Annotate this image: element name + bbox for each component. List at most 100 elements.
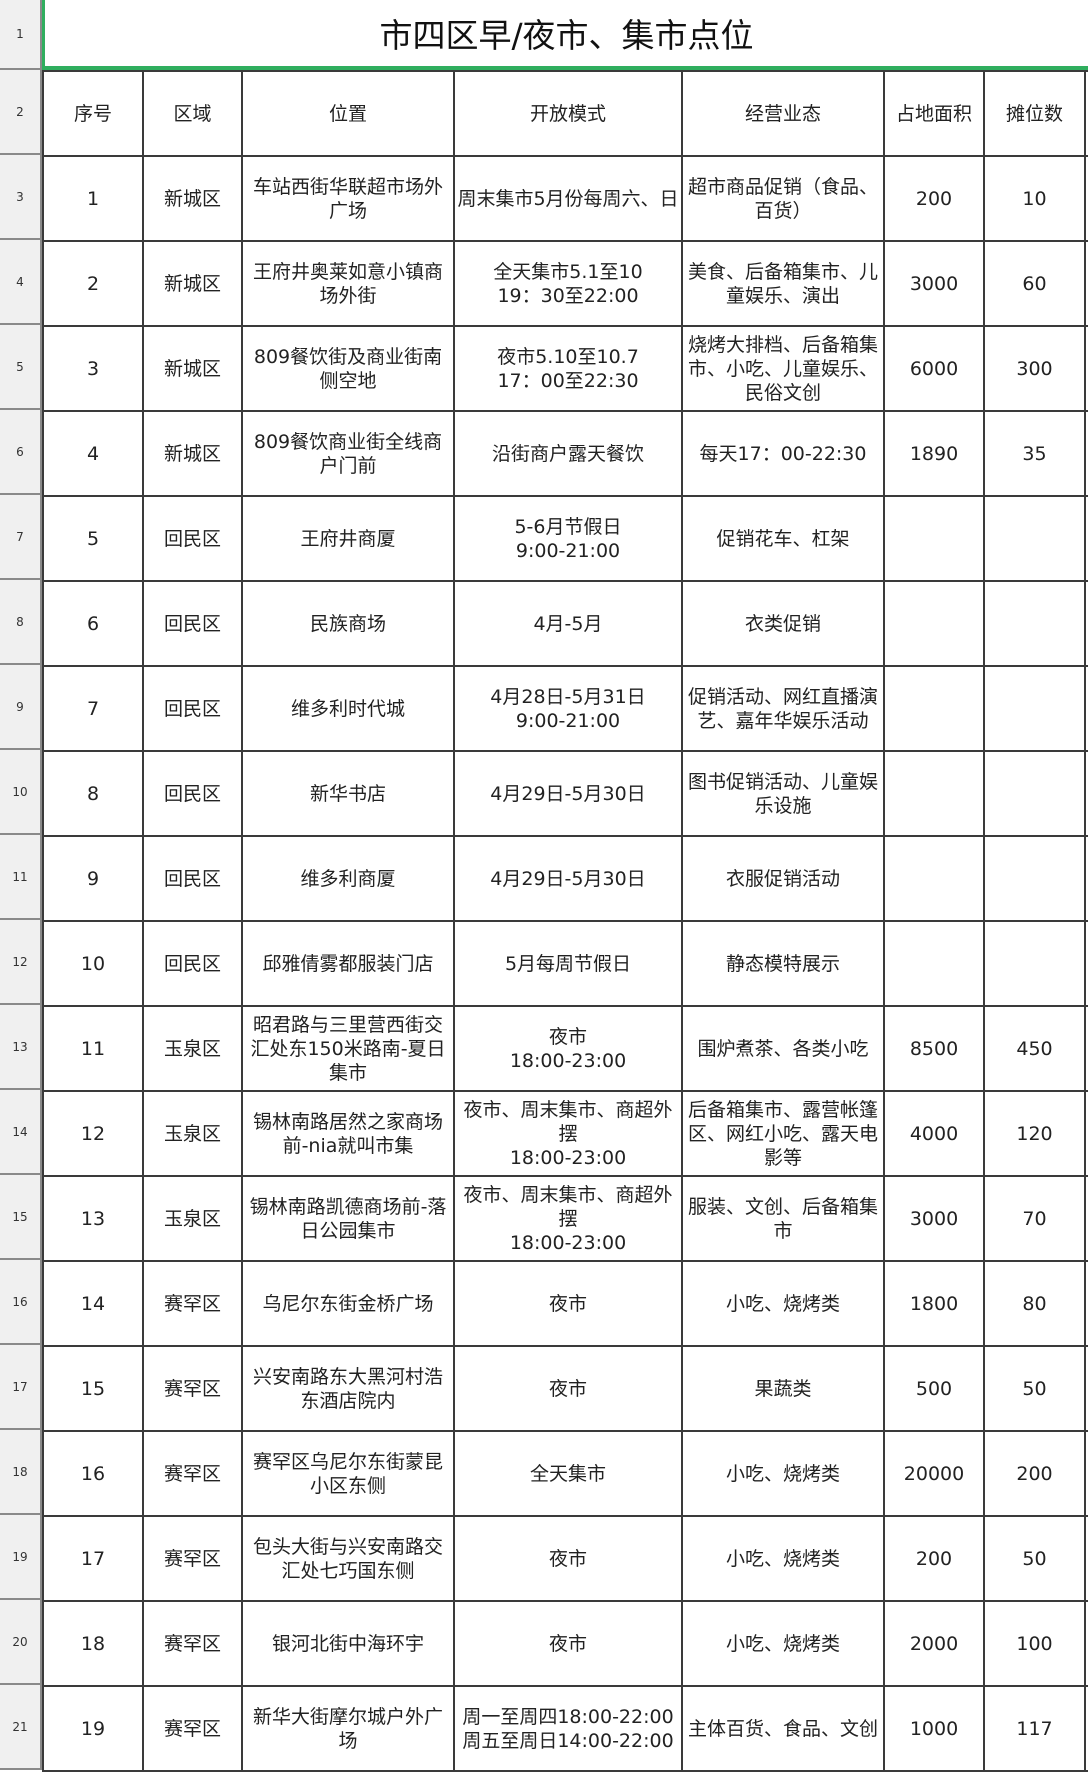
cell-location[interactable]: 昭君路与三里营西街交汇处东150米路南-夏日集市 xyxy=(241,1005,455,1092)
row-number[interactable]: 19 xyxy=(0,1515,42,1600)
cell-stall-count[interactable]: 120 xyxy=(983,1090,1086,1177)
extra-cell[interactable] xyxy=(1084,70,1088,157)
cell-area[interactable] xyxy=(883,750,985,837)
cell-stall-count[interactable] xyxy=(983,835,1086,922)
cell-area[interactable]: 500 xyxy=(883,1345,985,1432)
cell-area[interactable]: 20000 xyxy=(883,1430,985,1517)
cell-area[interactable]: 3000 xyxy=(883,1175,985,1262)
cell-area[interactable]: 200 xyxy=(883,1515,985,1602)
extra-cell[interactable] xyxy=(1084,1345,1088,1432)
cell-open-mode[interactable]: 4月-5月 xyxy=(453,580,683,667)
cell-district[interactable]: 新城区 xyxy=(142,155,243,242)
cell-open-mode[interactable]: 夜市 xyxy=(453,1600,683,1687)
cell-stall-count[interactable]: 60 xyxy=(983,240,1086,327)
cell-district[interactable]: 回民区 xyxy=(142,665,243,752)
cell-business-type[interactable]: 后备箱集市、露营帐篷区、网红小吃、露天电影等 xyxy=(681,1090,885,1177)
cell-seq[interactable]: 12 xyxy=(42,1090,144,1177)
header-open-mode[interactable]: 开放模式 xyxy=(453,70,683,157)
cell-district[interactable]: 回民区 xyxy=(142,835,243,922)
extra-cell[interactable] xyxy=(1084,240,1088,327)
extra-cell[interactable] xyxy=(1084,580,1088,667)
cell-location[interactable]: 809餐饮商业街全线商户门前 xyxy=(241,410,455,497)
cell-stall-count[interactable]: 117 xyxy=(983,1685,1086,1772)
cell-stall-count[interactable]: 10 xyxy=(983,155,1086,242)
cell-business-type[interactable]: 促销活动、网红直播演艺、嘉年华娱乐活动 xyxy=(681,665,885,752)
cell-stall-count[interactable]: 450 xyxy=(983,1005,1086,1092)
cell-seq[interactable]: 17 xyxy=(42,1515,144,1602)
cell-area[interactable]: 8500 xyxy=(883,1005,985,1092)
cell-area[interactable]: 6000 xyxy=(883,325,985,412)
header-stall-count[interactable]: 摊位数 xyxy=(983,70,1086,157)
cell-seq[interactable]: 6 xyxy=(42,580,144,667)
extra-cell[interactable] xyxy=(1084,750,1088,837)
extra-cell[interactable] xyxy=(1084,1090,1088,1177)
cell-stall-count[interactable] xyxy=(983,495,1086,582)
cell-area[interactable]: 2000 xyxy=(883,1600,985,1687)
row-number[interactable]: 21 xyxy=(0,1685,42,1770)
cell-business-type[interactable]: 小吃、烧烤类 xyxy=(681,1600,885,1687)
extra-cell[interactable] xyxy=(1084,1175,1088,1262)
extra-cell[interactable] xyxy=(1084,325,1088,412)
cell-location[interactable]: 兴安南路东大黑河村浩东酒店院内 xyxy=(241,1345,455,1432)
cell-district[interactable]: 赛罕区 xyxy=(142,1260,243,1347)
cell-seq[interactable]: 4 xyxy=(42,410,144,497)
row-number[interactable]: 14 xyxy=(0,1090,42,1175)
row-number[interactable]: 3 xyxy=(0,155,42,240)
cell-open-mode[interactable]: 全天集市 xyxy=(453,1430,683,1517)
cell-business-type[interactable]: 围炉煮茶、各类小吃 xyxy=(681,1005,885,1092)
cell-location[interactable]: 新华书店 xyxy=(241,750,455,837)
cell-business-type[interactable]: 主体百货、食品、文创 xyxy=(681,1685,885,1772)
cell-area[interactable] xyxy=(883,495,985,582)
cell-stall-count[interactable]: 100 xyxy=(983,1600,1086,1687)
cell-area[interactable] xyxy=(883,665,985,752)
extra-cell[interactable] xyxy=(1084,1005,1088,1092)
cell-area[interactable] xyxy=(883,580,985,667)
cell-area[interactable]: 4000 xyxy=(883,1090,985,1177)
cell-area[interactable]: 3000 xyxy=(883,240,985,327)
row-number[interactable]: 4 xyxy=(0,240,42,325)
cell-location[interactable]: 车站西街华联超市场外广场 xyxy=(241,155,455,242)
cell-seq[interactable]: 5 xyxy=(42,495,144,582)
extra-cell[interactable] xyxy=(1084,665,1088,752)
row-number[interactable]: 10 xyxy=(0,750,42,835)
header-location[interactable]: 位置 xyxy=(241,70,455,157)
cell-stall-count[interactable]: 200 xyxy=(983,1430,1086,1517)
cell-seq[interactable]: 14 xyxy=(42,1260,144,1347)
row-number[interactable]: 12 xyxy=(0,920,42,1005)
cell-business-type[interactable]: 小吃、烧烤类 xyxy=(681,1430,885,1517)
row-number[interactable]: 11 xyxy=(0,835,42,920)
row-number[interactable]: 2 xyxy=(0,70,42,155)
cell-stall-count[interactable] xyxy=(983,665,1086,752)
cell-district[interactable]: 玉泉区 xyxy=(142,1005,243,1092)
cell-business-type[interactable]: 美食、后备箱集市、儿童娱乐、演出 xyxy=(681,240,885,327)
cell-seq[interactable]: 1 xyxy=(42,155,144,242)
cell-open-mode[interactable]: 周一至周四18:00-22:00 周五至周日14:00-22:00 xyxy=(453,1685,683,1772)
row-number[interactable]: 5 xyxy=(0,325,42,410)
cell-stall-count[interactable]: 70 xyxy=(983,1175,1086,1262)
cell-open-mode[interactable]: 沿街商户露天餐饮 xyxy=(453,410,683,497)
row-number[interactable]: 1 xyxy=(0,0,42,70)
cell-open-mode[interactable]: 全天集市5.1至10 19：30至22:00 xyxy=(453,240,683,327)
cell-location[interactable]: 新华大街摩尔城户外广场 xyxy=(241,1685,455,1772)
cell-business-type[interactable]: 衣服促销活动 xyxy=(681,835,885,922)
extra-cell[interactable] xyxy=(1084,835,1088,922)
cell-area[interactable] xyxy=(883,920,985,1007)
cell-location[interactable]: 维多利商厦 xyxy=(241,835,455,922)
row-number[interactable]: 8 xyxy=(0,580,42,665)
cell-seq[interactable]: 13 xyxy=(42,1175,144,1262)
cell-location[interactable]: 维多利时代城 xyxy=(241,665,455,752)
row-number[interactable]: 16 xyxy=(0,1260,42,1345)
cell-stall-count[interactable] xyxy=(983,920,1086,1007)
cell-seq[interactable]: 18 xyxy=(42,1600,144,1687)
row-number[interactable]: 13 xyxy=(0,1005,42,1090)
cell-stall-count[interactable]: 50 xyxy=(983,1515,1086,1602)
cell-area[interactable]: 200 xyxy=(883,155,985,242)
cell-location[interactable]: 锡林南路凯德商场前-落日公园集市 xyxy=(241,1175,455,1262)
cell-open-mode[interactable]: 5-6月节假日 9:00-21:00 xyxy=(453,495,683,582)
row-number[interactable]: 20 xyxy=(0,1600,42,1685)
header-seq[interactable]: 序号 xyxy=(42,70,144,157)
cell-open-mode[interactable]: 5月每周节假日 xyxy=(453,920,683,1007)
row-number[interactable]: 15 xyxy=(0,1175,42,1260)
cell-seq[interactable]: 2 xyxy=(42,240,144,327)
cell-district[interactable]: 赛罕区 xyxy=(142,1430,243,1517)
